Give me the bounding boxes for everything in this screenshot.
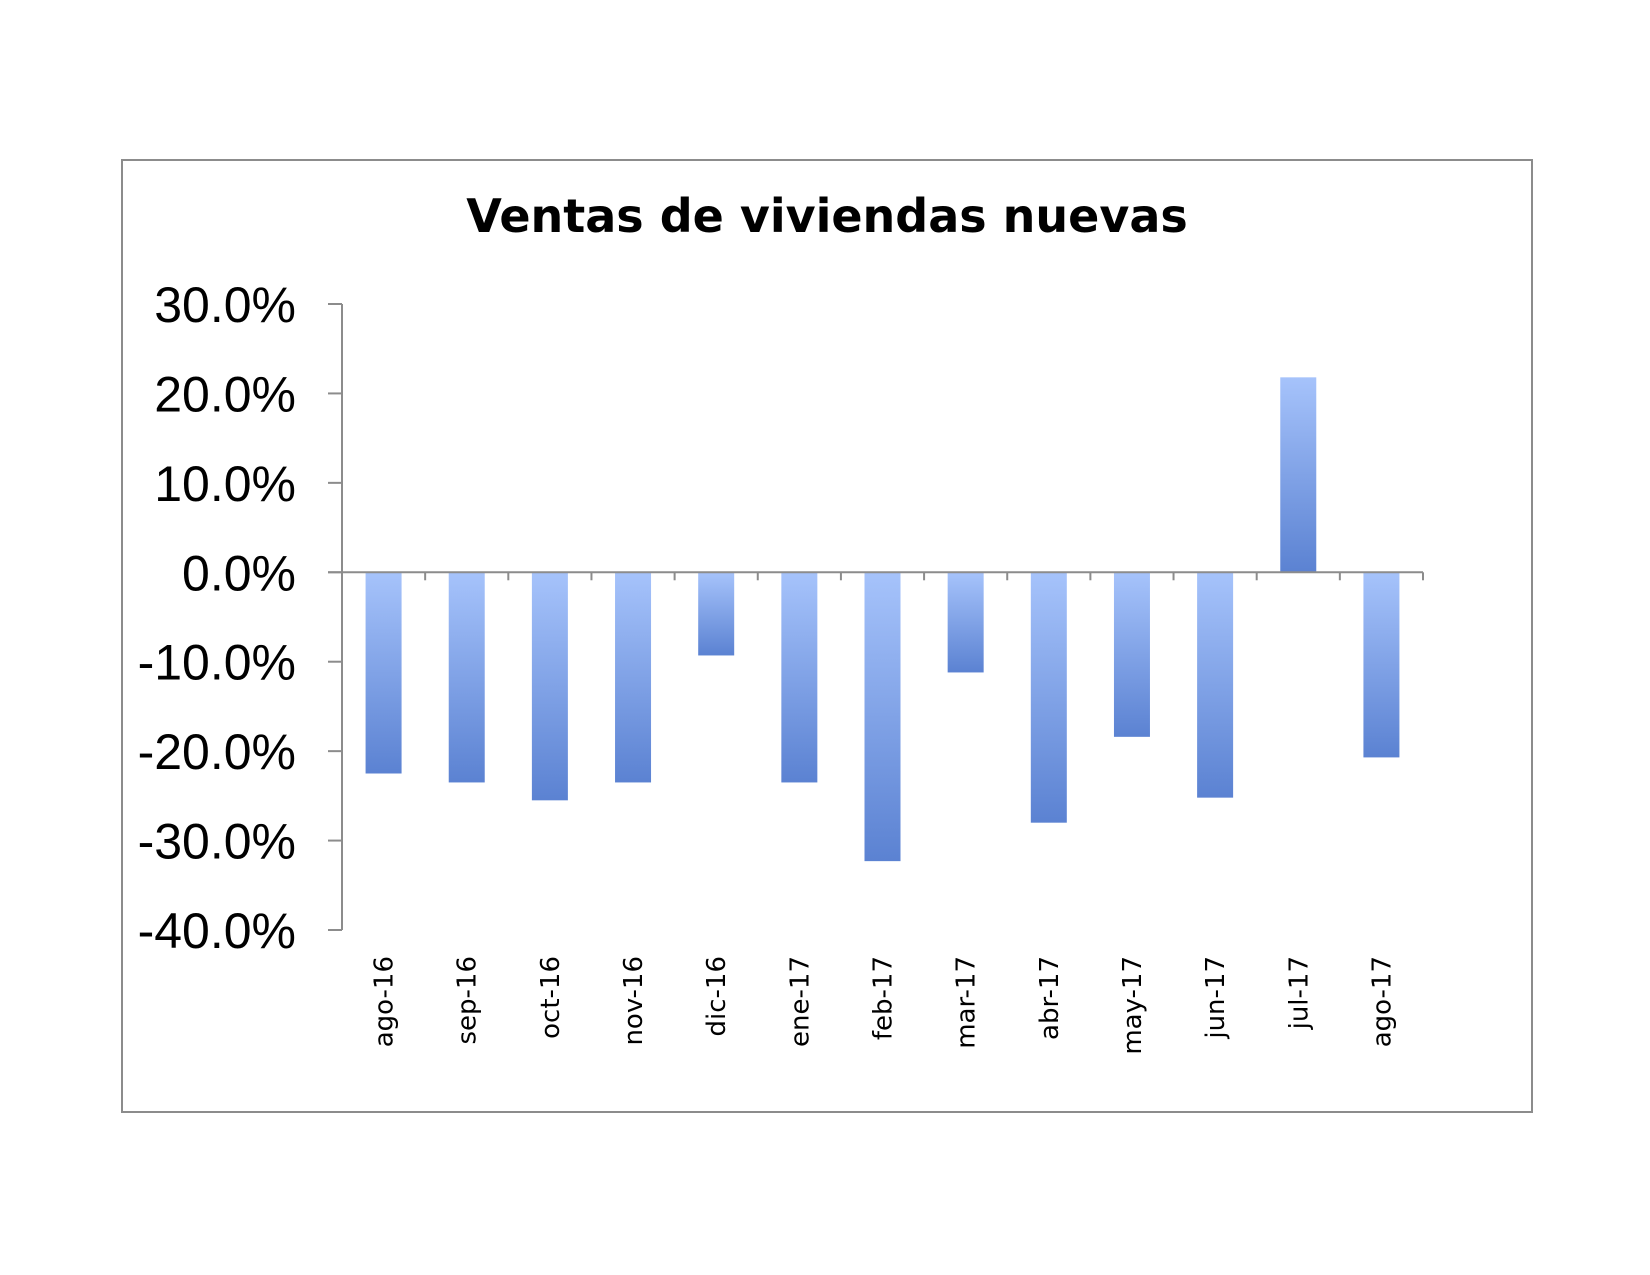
chart-title: Ventas de viviendas nuevas [466, 189, 1188, 243]
bar [1113, 572, 1150, 737]
chart-frame: Ventas de viviendas nuevas 30.0% 20.0% 10.… [121, 159, 1533, 1113]
x-tick-label: feb-17 [869, 956, 899, 1040]
y-tick-label: -10.0% [138, 635, 296, 691]
y-tick-label: 20.0% [154, 366, 296, 422]
bar [698, 572, 735, 656]
y-tick-label: -20.0% [138, 724, 296, 780]
x-tick-label: sep-16 [453, 956, 483, 1045]
bar [1280, 377, 1317, 573]
bar [864, 572, 901, 862]
bar [615, 572, 652, 783]
x-tick-label: ago-16 [370, 956, 400, 1047]
x-tick-label: ene-17 [785, 956, 815, 1047]
x-tick-label: may-17 [1118, 956, 1148, 1055]
x-tick-label: nov-16 [619, 956, 649, 1046]
x-axis [328, 571, 1424, 581]
bar [365, 572, 402, 774]
bar [947, 572, 984, 673]
y-axis: 30.0% 20.0% 10.0% 0.0% -10.0% -20.0% -30.0% -40… [138, 277, 343, 959]
y-tick-label: 0.0% [182, 545, 296, 601]
bars [365, 377, 1400, 862]
x-tick-label: oct-16 [536, 956, 566, 1039]
y-tick-label: -30.0% [138, 814, 296, 870]
bar [781, 572, 818, 783]
x-tick-label: abr-17 [1035, 956, 1065, 1040]
bar [448, 572, 485, 783]
bar [1363, 572, 1400, 758]
bar [531, 572, 568, 801]
x-tick-label: jul-17 [1284, 956, 1314, 1030]
y-tick-label: 10.0% [154, 456, 296, 512]
bar-chart: 30.0% 20.0% 10.0% 0.0% -10.0% -20.0% -30.0% -40… [138, 277, 1424, 1055]
y-tick-label: -40.0% [138, 903, 296, 959]
bar [1197, 572, 1234, 798]
x-tick-label: ago-17 [1367, 956, 1397, 1047]
x-axis-labels: ago-16 sep-16 oct-16 nov-16 dic-16 ene-17 feb-… [370, 956, 1398, 1055]
y-tick-label: 30.0% [154, 277, 296, 333]
x-tick-label: mar-17 [952, 956, 982, 1049]
x-tick-label: dic-16 [702, 956, 732, 1037]
x-tick-label: jun-17 [1201, 956, 1231, 1040]
bar [1030, 572, 1067, 823]
